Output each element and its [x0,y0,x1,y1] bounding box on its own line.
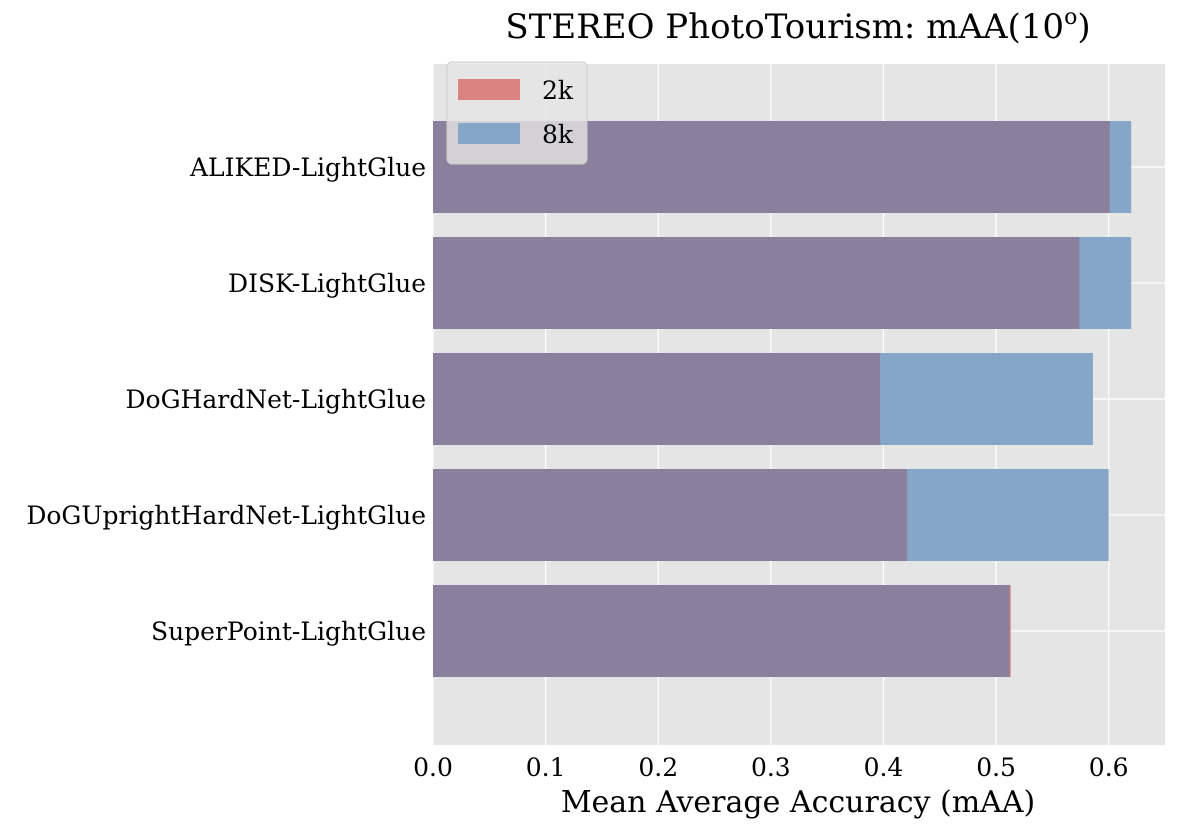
x-tick-label: 0.2 [638,753,678,782]
x-tick-label: 0.3 [751,753,791,782]
bar-8k-overlap [433,585,1010,677]
x-tick-label: 0.0 [413,753,453,782]
legend-swatch-2k [458,79,520,100]
y-category-label: DISK-LightGlue [228,269,426,298]
bar-2k-overlap [433,237,1080,329]
bars [433,121,1132,677]
x-tick-label: 0.4 [864,753,904,782]
y-category-label: DoGHardNet-LightGlue [125,385,426,414]
x-tick-label: 0.5 [976,753,1016,782]
x-tick-label: 0.6 [1089,753,1129,782]
y-category-label: ALIKED-LightGlue [189,153,426,182]
bar-2k-overlap [433,469,908,561]
chart-title-suffix: ) [1077,7,1090,47]
x-axis-title: Mean Average Accuracy (mAA) [561,785,1035,820]
chart-title-main: STEREO PhotoTourism: mAA(10 [505,7,1064,47]
y-axis-categories: ALIKED-LightGlue DISK-LightGlue DoGHardNet… [26,153,426,646]
chart-title: STEREO PhotoTourism: mAA(10o) [505,5,1090,47]
legend-label-8k: 8k [542,120,574,149]
legend-swatch-8k [458,123,520,144]
legend-label-2k: 2k [542,76,574,105]
bar-2k-overlap [433,353,881,445]
chart-title-superscript: o [1064,5,1077,30]
y-category-label: DoGUprightHardNet-LightGlue [26,501,426,530]
legend: 2k 8k [446,61,588,165]
x-axis-ticks: 0.0 0.1 0.2 0.3 0.4 0.5 0.6 [413,753,1128,782]
y-category-label: SuperPoint-LightGlue [151,617,426,646]
x-tick-label: 0.1 [526,753,566,782]
